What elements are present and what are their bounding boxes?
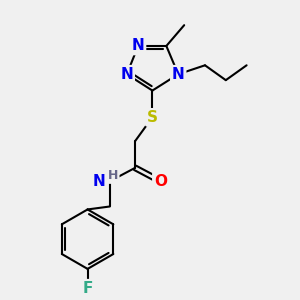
Text: H: H bbox=[108, 169, 118, 182]
Text: N: N bbox=[172, 67, 184, 82]
Text: O: O bbox=[154, 174, 167, 189]
Text: F: F bbox=[82, 281, 93, 296]
Text: N: N bbox=[120, 67, 133, 82]
Text: N: N bbox=[93, 174, 105, 189]
Text: N: N bbox=[132, 38, 145, 53]
Text: S: S bbox=[147, 110, 158, 125]
